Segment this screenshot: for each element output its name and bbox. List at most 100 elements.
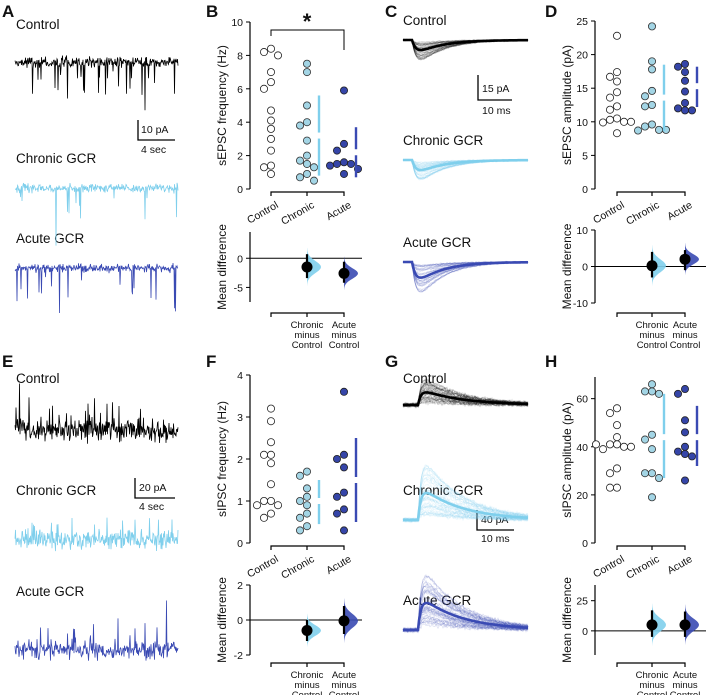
data-point-chronic xyxy=(302,522,311,531)
x-tick-label: Acute xyxy=(665,199,694,223)
ipsc-acute-sweep xyxy=(402,586,529,634)
ipsc-chronic-sweep xyxy=(402,468,529,524)
data-point-chronic xyxy=(648,101,657,110)
data-point-chronic xyxy=(295,156,304,165)
trace-label-control: Control xyxy=(16,371,60,386)
ipsc-acute-sweep xyxy=(402,583,529,633)
y-tick-label: 10 xyxy=(231,17,243,29)
ipsc-chronic-sweep xyxy=(402,512,529,523)
ipsc-chronic-average xyxy=(403,491,529,522)
data-point-chronic xyxy=(641,435,650,444)
data-point-control xyxy=(613,88,622,97)
data-point-chronic xyxy=(302,118,311,127)
diff-y-axis-label: Mean difference xyxy=(215,577,229,663)
mean-difference-point xyxy=(301,261,313,273)
data-point-control xyxy=(620,442,629,451)
data-point-chronic xyxy=(302,467,311,476)
panel-letter-c: C xyxy=(385,2,397,21)
data-point-control xyxy=(266,106,275,115)
data-point-chronic xyxy=(302,68,311,77)
data-point-acute xyxy=(332,509,341,518)
trace-label-acute: Acute GCR xyxy=(16,231,85,246)
ipsc-chronic-sweep xyxy=(402,464,529,522)
data-point-control xyxy=(599,445,608,454)
data-point-chronic xyxy=(295,173,304,182)
data-point-acute xyxy=(674,447,683,456)
scale-bar xyxy=(134,478,175,499)
data-point-chronic xyxy=(648,57,657,66)
data-point-control xyxy=(266,417,275,426)
ipsc-chronic-sweep xyxy=(402,504,529,523)
ipsc-control-sweep xyxy=(402,382,529,407)
diff-x-label: Control xyxy=(292,340,323,351)
data-point-chronic xyxy=(309,176,318,185)
mean-difference-point xyxy=(646,619,658,631)
data-point-control xyxy=(266,44,275,53)
data-point-control xyxy=(273,501,282,510)
trace-label-chronic: Chronic GCR xyxy=(16,151,97,166)
mean-difference-point xyxy=(338,615,350,627)
ipsc-chronic-sweep xyxy=(402,504,529,523)
ipsc-chronic-sweep xyxy=(402,497,529,522)
data-point-chronic xyxy=(302,101,311,110)
data-point-control xyxy=(627,117,636,126)
data-point-acute xyxy=(681,416,690,425)
ipsc-chronic-sweep xyxy=(402,504,529,522)
ipsc-acute-sweep xyxy=(402,616,529,634)
data-point-chronic xyxy=(641,469,650,478)
scale-label-y: 15 pA xyxy=(482,83,509,95)
trace-control xyxy=(14,383,179,444)
data-point-control xyxy=(266,78,275,87)
data-point-control xyxy=(266,124,275,133)
data-point-chronic xyxy=(648,22,657,31)
trace-acute xyxy=(14,600,179,661)
data-point-control xyxy=(266,404,275,413)
ipsc-chronic-sweep xyxy=(402,473,529,523)
ipsc-acute-sweep xyxy=(402,606,529,632)
scale-label-x: 4 sec xyxy=(139,501,164,513)
y-tick-label: 15 xyxy=(576,83,588,95)
data-point-chronic xyxy=(648,445,657,454)
data-point-control xyxy=(266,169,275,178)
diff-x-label: Control xyxy=(292,690,323,695)
trace-control xyxy=(14,55,179,111)
data-point-control xyxy=(252,501,261,510)
diff-x-label: Control xyxy=(670,340,701,351)
data-point-chronic xyxy=(655,474,664,483)
ipsc-acute-sweep xyxy=(402,611,529,633)
data-point-acute xyxy=(339,463,348,472)
diff-x-label: Acute xyxy=(673,670,697,681)
diff-x-label: Control xyxy=(637,340,668,351)
epsc-chronic-average xyxy=(403,158,528,172)
y-tick-label: 20 xyxy=(576,490,588,502)
data-point-acute xyxy=(681,442,690,451)
ipsc-control-sweep xyxy=(402,381,529,409)
diff-x-axis xyxy=(270,662,345,667)
diff-x-label: Acute xyxy=(332,320,356,331)
scale-label-x: 4 sec xyxy=(141,144,166,156)
trace-chronic xyxy=(14,182,179,246)
data-point-chronic xyxy=(302,492,311,501)
data-point-control xyxy=(613,421,622,430)
data-point-acute xyxy=(332,146,341,155)
diff-x-label: Chronic xyxy=(636,320,669,331)
ipsc-acute-sweep xyxy=(402,589,529,632)
data-point-acute xyxy=(688,106,697,115)
diff-x-label: minus xyxy=(639,680,665,691)
ipsc-acute-sweep xyxy=(402,620,529,633)
ipsc-chronic-sweep xyxy=(402,511,529,523)
data-point-acute xyxy=(339,158,348,167)
scale-label-y: 20 pA xyxy=(139,482,166,494)
bootstrap-distribution xyxy=(652,245,666,287)
data-point-chronic xyxy=(302,59,311,68)
bootstrap-distribution xyxy=(307,247,321,287)
x-tick-label: Control xyxy=(591,553,626,580)
data-point-control xyxy=(613,102,622,111)
data-point-control xyxy=(592,440,601,449)
ipsc-control-sweep xyxy=(402,378,529,409)
data-point-chronic xyxy=(302,159,311,168)
mean-difference-point xyxy=(301,625,313,636)
panel-letter-b: B xyxy=(206,2,218,21)
